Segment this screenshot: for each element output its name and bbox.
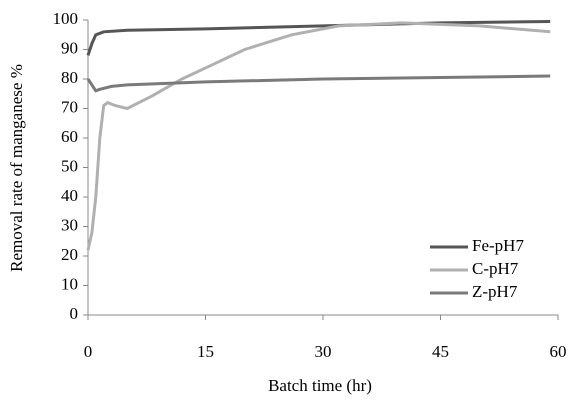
- y-tick-label: 90: [61, 38, 78, 57]
- y-tick-label: 60: [61, 127, 78, 146]
- legend-label: Fe-pH7: [472, 236, 524, 255]
- series-line: [86, 21, 551, 251]
- x-tick-label: 15: [197, 342, 214, 361]
- x-tick-label: 30: [315, 342, 332, 361]
- y-axis-title: Removal rate of manganese %: [7, 64, 26, 272]
- x-tick-label: 0: [84, 342, 93, 361]
- legend-label: C-pH7: [472, 259, 519, 278]
- y-tick-label: 80: [61, 68, 78, 87]
- series-line: [86, 74, 551, 93]
- y-tick-label: 10: [61, 274, 78, 293]
- x-tick-label: 60: [550, 342, 567, 361]
- y-tick-label: 100: [53, 9, 79, 28]
- x-tick-label: 45: [432, 342, 449, 361]
- y-tick-label: 30: [61, 215, 78, 234]
- x-axis-title: Batch time (hr): [268, 376, 372, 395]
- y-tick-label: 40: [61, 186, 78, 205]
- y-tick-label: 70: [61, 97, 78, 116]
- y-tick-label: 0: [70, 304, 79, 323]
- legend-label: Z-pH7: [472, 282, 518, 301]
- y-tick-label: 20: [61, 245, 78, 264]
- y-tick-label: 50: [61, 156, 78, 175]
